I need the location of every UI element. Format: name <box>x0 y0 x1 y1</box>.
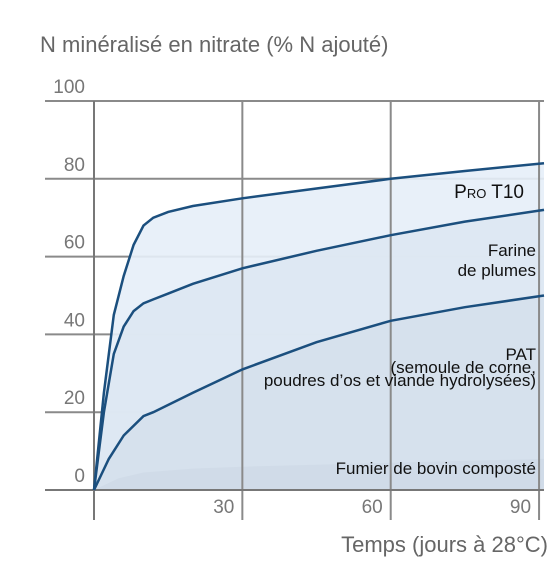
area <box>94 458 544 490</box>
series-label: PAT (semoule de corne, poudres d’os et via… <box>264 345 536 390</box>
x-tick-label: 30 <box>213 497 234 518</box>
x-tick-label: 90 <box>510 497 531 518</box>
series-label: Farine de plumes <box>458 241 536 280</box>
y-tick-label: 60 <box>64 233 85 254</box>
series-label: Fumier de bovin composté <box>336 459 536 478</box>
series-label-line: de plumes <box>458 261 536 280</box>
y-tick-label: 0 <box>74 466 85 487</box>
series-line <box>92 208 545 491</box>
x-tick-label: 60 <box>362 497 383 518</box>
series-label-line: PAT <box>505 345 536 364</box>
series-line <box>92 294 545 491</box>
foreground: 0 20 40 60 80 100 30 60 90 Pro T10 Farine de plumes… <box>45 77 545 520</box>
areas <box>94 163 544 490</box>
area <box>94 295 544 490</box>
y-tick-label: 40 <box>64 310 85 331</box>
x-axis-title: Temps (jours à 28°C) <box>341 532 548 557</box>
y-tick-label: 80 <box>64 155 85 176</box>
series-label: Pro T10 <box>454 182 524 203</box>
series-label-line: poudres d’os et viande hydrolysées) <box>264 371 536 390</box>
y-axis-title: N minéralisé en nitrate (% N ajouté) <box>40 32 388 57</box>
y-tick-label: 20 <box>64 388 85 409</box>
y-tick-label: 100 <box>53 77 85 98</box>
series-line <box>92 161 545 491</box>
series-label-line: Pro T10 <box>454 182 524 203</box>
series-label-line: (semoule de corne, <box>390 358 536 377</box>
series-label-line: Farine <box>488 241 536 260</box>
series-label-line: Fumier de bovin composté <box>336 459 536 478</box>
